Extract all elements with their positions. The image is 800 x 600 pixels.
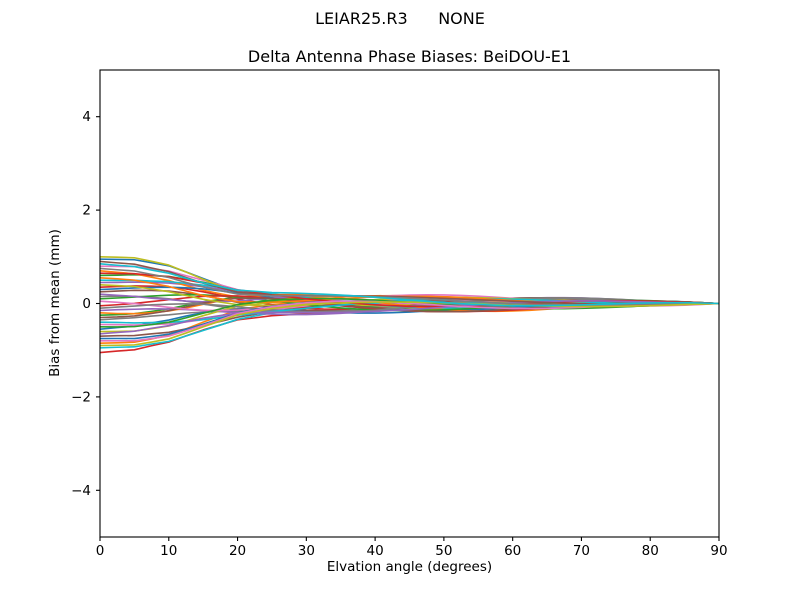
axes-frame: [99, 69, 720, 538]
figure-suptitle: LEIAR25.R3 NONE: [315, 9, 485, 28]
x-tick-label: 40: [367, 543, 384, 559]
y-tick-label: 2: [82, 203, 91, 219]
x-tick-label: 70: [573, 543, 590, 559]
x-tick-label: 0: [96, 543, 105, 559]
x-tick-label: 50: [435, 543, 452, 559]
series-line: [99, 301, 720, 347]
y-tick-label: −2: [71, 389, 91, 405]
y-tick-label: 4: [82, 109, 91, 125]
y-ticks: −4 −2 0 2 4: [71, 109, 100, 499]
x-tick-label: 90: [710, 543, 727, 559]
series-lines: [99, 256, 720, 354]
series-line: [99, 263, 720, 307]
axes-title: Delta Antenna Phase Biases: BeiDOU-E1: [247, 47, 572, 66]
x-tick-label: 30: [298, 543, 315, 559]
x-tick-label: 20: [229, 543, 246, 559]
y-tick-label: −4: [71, 483, 91, 499]
series-line: [99, 300, 720, 335]
y-tick-label: 0: [82, 296, 91, 312]
x-ticks: 0 10 20 30 40 50 60 70 80 90: [96, 537, 728, 559]
x-tick-label: 10: [160, 543, 177, 559]
x-tick-label: 80: [642, 543, 659, 559]
x-tick-label: 60: [504, 543, 521, 559]
x-axis-label: Elvation angle (degrees): [326, 559, 493, 575]
y-axis-label: Bias from mean (mm): [47, 229, 63, 377]
series-line: [99, 267, 720, 306]
